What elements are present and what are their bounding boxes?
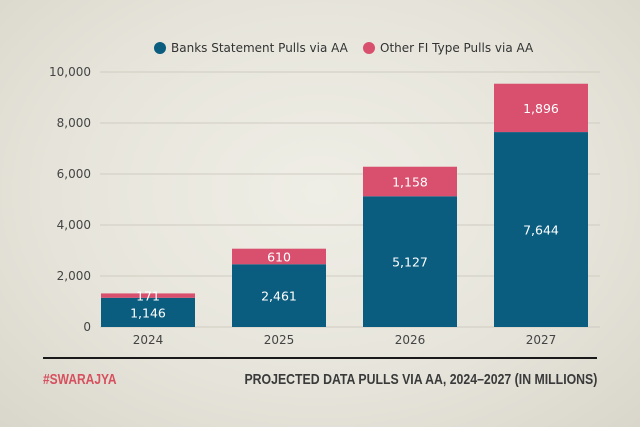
x-tick-label: 2026 [395, 333, 426, 347]
y-tick-label: 10,000 [49, 65, 91, 79]
data-label: 7,644 [523, 223, 559, 238]
legend-label: Banks Statement Pulls via AA [171, 41, 349, 55]
data-label: 610 [267, 249, 291, 264]
data-label: 5,127 [392, 255, 428, 270]
data-label: 171 [136, 289, 160, 304]
footer-divider [43, 357, 597, 359]
data-label: 1,896 [523, 101, 559, 116]
legend-swatch [363, 42, 375, 54]
y-tick-label: 8,000 [57, 116, 91, 130]
x-tick-label: 2024 [133, 333, 164, 347]
bar-banks [363, 196, 457, 327]
bar-banks [494, 132, 588, 327]
chart-title: PROJECTED DATA PULLS VIA AA, 2024–2027 (… [244, 371, 597, 388]
bar-other-fi [494, 83, 588, 133]
y-tick-label: 6,000 [57, 167, 91, 181]
brand-logo: #SWARAJYA [43, 371, 117, 388]
bar-other-fi [363, 166, 457, 197]
data-label: 1,146 [130, 305, 166, 320]
data-label: 2,461 [261, 289, 297, 304]
bar-banks [232, 264, 326, 327]
bar-banks [101, 297, 195, 327]
x-tick-label: 2027 [526, 333, 557, 347]
x-tick-label: 2025 [264, 333, 295, 347]
bar-other-fi [101, 293, 195, 298]
y-tick-label: 4,000 [57, 218, 91, 232]
bar-other-fi [232, 248, 326, 265]
y-tick-label: 0 [83, 320, 91, 334]
data-label: 1,158 [392, 174, 428, 189]
legend-swatch [154, 42, 166, 54]
y-tick-label: 2,000 [57, 269, 91, 283]
legend-label: Other FI Type Pulls via AA [380, 41, 534, 55]
